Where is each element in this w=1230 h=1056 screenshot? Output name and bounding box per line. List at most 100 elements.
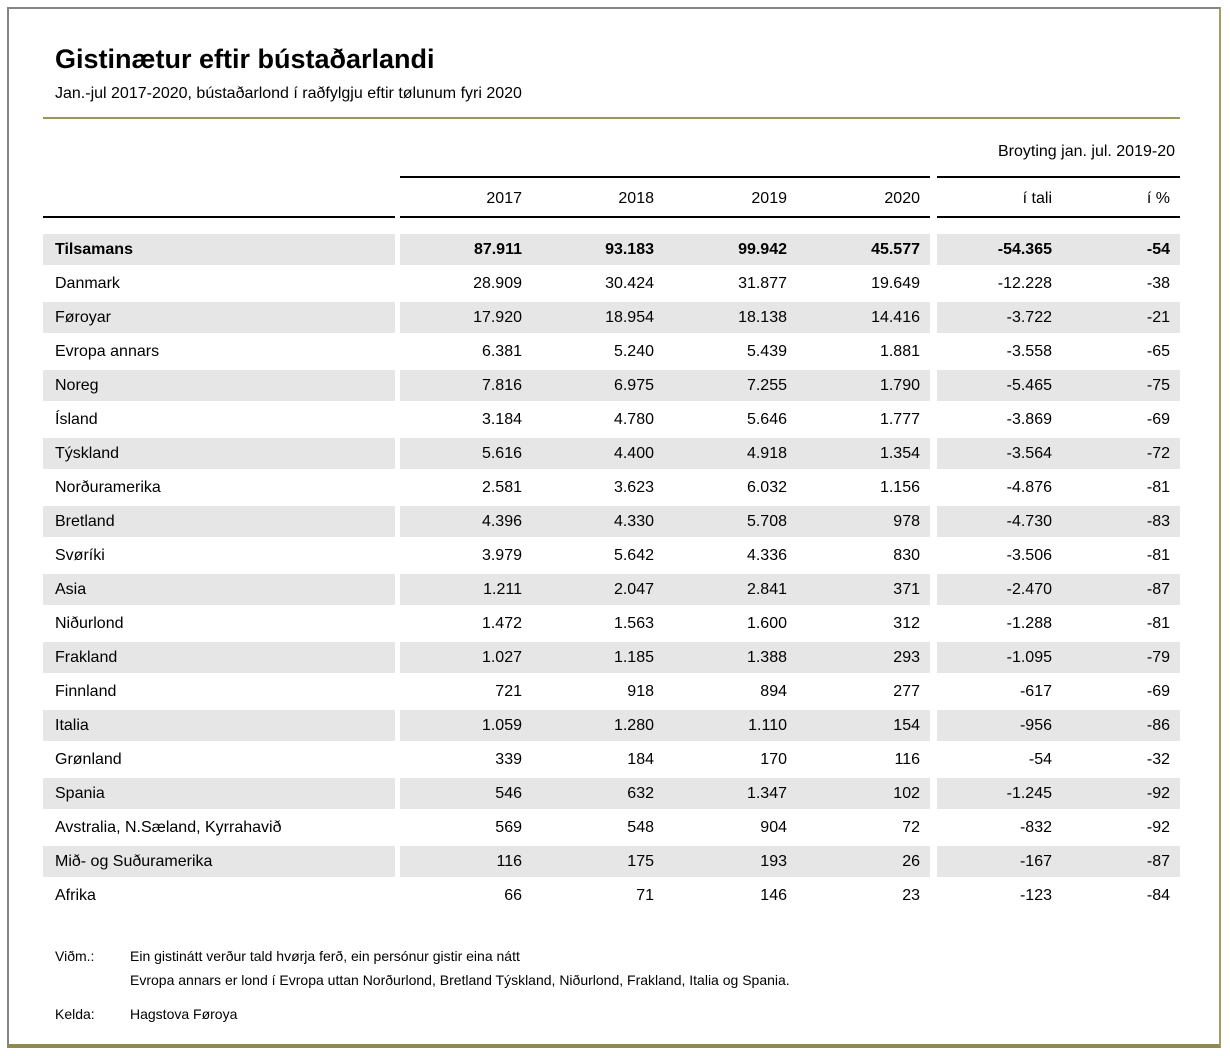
column-gap (930, 574, 937, 605)
value-2017: 4.396 (400, 506, 532, 537)
column-gap (930, 642, 937, 673)
row-label: Norðuramerika (55, 479, 161, 496)
change-header-count: í tali (1022, 190, 1052, 207)
value-2017: 2.581 (481, 479, 522, 496)
value-2018: 6.975 (532, 370, 664, 401)
value-2018: 918 (627, 683, 654, 700)
row-label: Frakland (43, 642, 395, 673)
change-count: -123 (1019, 887, 1052, 904)
change-percent: -86 (1062, 710, 1180, 741)
table-row: Italia 1.059 1.280 1.110 154 -956 -86 (43, 710, 1180, 741)
row-label: Evropa annars (55, 343, 160, 360)
value-2019: 170 (760, 751, 787, 768)
change-count: -832 (1019, 819, 1052, 836)
rule-above-change-headers (937, 176, 1180, 178)
column-gap (930, 302, 937, 333)
value-2017: 3.979 (481, 547, 522, 564)
column-gap (930, 608, 937, 639)
value-2019: 904 (760, 819, 787, 836)
table-row: Afrika 66 71 146 23 -123 -84 (43, 880, 1180, 911)
change-count: -167 (937, 846, 1062, 877)
value-2018: 1.563 (613, 615, 654, 632)
rule-below-headers-change (937, 216, 1180, 218)
value-2018: 632 (532, 778, 664, 809)
table-row: Noreg 7.816 6.975 7.255 1.790 -5.465 -75 (43, 370, 1180, 401)
table-row: Svøríki 3.979 5.642 4.336 830 -3.506 -81 (43, 540, 1180, 571)
change-count: -4.876 (1006, 479, 1052, 496)
table-row: Mið- og Suðuramerika 116 175 193 26 -167… (43, 846, 1180, 877)
change-percent: -38 (1146, 275, 1170, 292)
value-2020: 154 (797, 710, 930, 741)
row-label: Niðurlond (55, 615, 124, 632)
value-2019: 193 (664, 846, 797, 877)
table-row: Tilsamans 87.911 93.183 99.942 45.577 -5… (43, 234, 1180, 265)
year-header-2017: 2017 (486, 190, 522, 207)
value-2020: 1.790 (797, 370, 930, 401)
change-count: -12.228 (997, 275, 1052, 292)
column-gap (930, 506, 937, 537)
value-2020: 102 (797, 778, 930, 809)
value-2018: 1.280 (532, 710, 664, 741)
value-2018: 1.185 (532, 642, 664, 673)
row-label: Avstralia, N.Sæland, Kyrrahavið (55, 819, 282, 836)
value-2020: 277 (893, 683, 920, 700)
value-2020: 116 (894, 751, 920, 768)
value-2019: 2.841 (664, 574, 797, 605)
column-gap (930, 438, 937, 469)
value-2020: 19.649 (871, 275, 920, 292)
table-row: Danmark 28.909 30.424 31.877 19.649 -12.… (43, 268, 1180, 299)
value-2017: 546 (400, 778, 532, 809)
table-row: Avstralia, N.Sæland, Kyrrahavið 569 548 … (43, 812, 1180, 843)
value-2020: 26 (797, 846, 930, 877)
value-2017: 6.381 (481, 343, 522, 360)
change-percent: -87 (1062, 846, 1180, 877)
value-2018: 5.240 (613, 343, 654, 360)
change-count: -54 (1028, 751, 1052, 768)
table-body: Tilsamans 87.911 93.183 99.942 45.577 -5… (43, 234, 1180, 914)
value-2017: 339 (495, 751, 522, 768)
row-label: Danmark (55, 275, 120, 292)
value-2018: 30.424 (605, 275, 654, 292)
rule-below-headers-years (400, 216, 930, 218)
value-2017: 66 (504, 887, 522, 904)
column-gap (930, 744, 937, 775)
value-2017: 28.909 (473, 275, 522, 292)
title-divider (43, 117, 1180, 119)
value-2018: 4.780 (613, 411, 654, 428)
note-line-2: Evropa annars er lond í Evropa uttan Nor… (130, 972, 790, 988)
row-label: Grønland (55, 751, 122, 768)
value-2018: 3.623 (613, 479, 654, 496)
value-2020: 72 (902, 819, 920, 836)
change-count: -3.558 (1006, 343, 1052, 360)
column-gap (930, 846, 937, 877)
change-percent: -83 (1062, 506, 1180, 537)
page-subtitle: Jan.-jul 2017-2020, bústaðarlond í raðfy… (55, 85, 522, 102)
table-row: Týskland 5.616 4.400 4.918 1.354 -3.564 … (43, 438, 1180, 469)
value-2019: 1.388 (664, 642, 797, 673)
change-percent: -92 (1062, 778, 1180, 809)
table-row: Bretland 4.396 4.330 5.708 978 -4.730 -8… (43, 506, 1180, 537)
change-count: -1.095 (937, 642, 1062, 673)
year-header-2020: 2020 (884, 190, 920, 207)
value-2018: 4.400 (532, 438, 664, 469)
value-2019: 4.918 (664, 438, 797, 469)
value-2019: 5.708 (664, 506, 797, 537)
table-row: Asia 1.211 2.047 2.841 371 -2.470 -87 (43, 574, 1180, 605)
row-label: Føroyar (43, 302, 395, 333)
column-gap (930, 676, 937, 707)
value-2017: 7.816 (400, 370, 532, 401)
value-2018: 2.047 (532, 574, 664, 605)
row-label: Asia (43, 574, 395, 605)
value-2020: 830 (893, 547, 920, 564)
change-count: -1.288 (1006, 615, 1052, 632)
change-percent: -81 (1146, 547, 1170, 564)
value-2019: 5.439 (746, 343, 787, 360)
change-count: -4.730 (937, 506, 1062, 537)
row-label: Finnland (55, 683, 117, 700)
change-percent: -69 (1146, 411, 1170, 428)
year-header-2018: 2018 (618, 190, 654, 207)
row-label: Tilsamans (43, 234, 395, 265)
change-count: -1.245 (937, 778, 1062, 809)
value-2018: 93.183 (532, 234, 664, 265)
column-gap (930, 710, 937, 741)
